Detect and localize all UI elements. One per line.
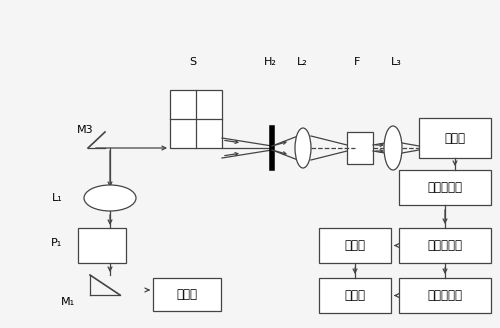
Text: L₁: L₁ bbox=[52, 193, 62, 203]
Text: L₃: L₃ bbox=[390, 57, 402, 67]
Text: F: F bbox=[354, 57, 360, 67]
Text: P₁: P₁ bbox=[52, 238, 62, 248]
Ellipse shape bbox=[384, 126, 402, 170]
Bar bbox=[153, 278, 221, 311]
Text: 光电转换器: 光电转换器 bbox=[428, 181, 462, 194]
Text: M3: M3 bbox=[76, 125, 94, 135]
Text: 相关器: 相关器 bbox=[344, 239, 366, 252]
Text: L₂: L₂ bbox=[296, 57, 308, 67]
Bar bbox=[319, 228, 391, 263]
Bar bbox=[399, 170, 491, 205]
Bar bbox=[78, 228, 126, 263]
Bar bbox=[419, 118, 491, 158]
Bar bbox=[319, 278, 391, 313]
Text: M₁: M₁ bbox=[61, 297, 75, 307]
Bar bbox=[347, 132, 373, 164]
Text: 信号放大器: 信号放大器 bbox=[428, 239, 462, 252]
Text: 脉冲计数器: 脉冲计数器 bbox=[428, 289, 462, 302]
Text: 激光器: 激光器 bbox=[176, 288, 198, 301]
Ellipse shape bbox=[84, 185, 136, 211]
Bar bbox=[399, 228, 491, 263]
Text: 单色仪: 单色仪 bbox=[444, 132, 466, 145]
Bar bbox=[399, 278, 491, 313]
Text: S: S bbox=[190, 57, 196, 67]
Text: 计算机: 计算机 bbox=[344, 289, 366, 302]
Ellipse shape bbox=[295, 128, 311, 168]
Text: H₂: H₂ bbox=[264, 57, 276, 67]
Bar bbox=[170, 90, 222, 148]
